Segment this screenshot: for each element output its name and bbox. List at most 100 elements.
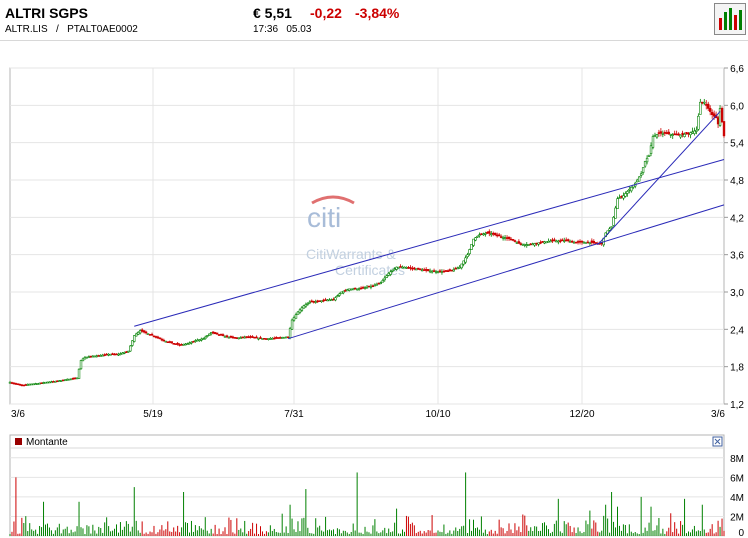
- candle-body: [618, 197, 621, 199]
- candle-body: [687, 132, 690, 135]
- candle-body: [288, 328, 292, 338]
- candle-body: [466, 254, 469, 258]
- candle-body: [265, 338, 268, 340]
- candle-body: [48, 381, 51, 384]
- candle-body: [186, 343, 189, 345]
- last-price: € 5,51: [253, 5, 292, 21]
- candle-body: [231, 336, 235, 339]
- chart-type-button[interactable]: [714, 3, 746, 35]
- candle-body: [320, 300, 323, 303]
- candle-body: [397, 266, 400, 269]
- candle-body: [462, 260, 465, 265]
- volume-close-button[interactable]: [712, 436, 723, 447]
- candle-body: [253, 336, 256, 339]
- close-icon[interactable]: [714, 438, 721, 445]
- candle-body: [65, 379, 69, 381]
- candle-body: [290, 319, 294, 330]
- candle-body: [359, 287, 363, 290]
- candle-body: [223, 336, 227, 338]
- watermark-line1: CitiWarrants &: [306, 246, 396, 262]
- candle-body: [365, 286, 369, 289]
- candle-body: [188, 342, 191, 345]
- candle-body: [659, 131, 663, 134]
- quote-time: 17:36 05.03: [253, 24, 311, 35]
- candle-body: [691, 131, 694, 134]
- candle-body: [332, 298, 335, 301]
- candle-body: [549, 240, 552, 243]
- candle-body: [519, 243, 523, 245]
- candle-body: [505, 237, 509, 239]
- candle-body: [77, 368, 81, 379]
- candle-body: [60, 380, 63, 382]
- candle-body: [170, 341, 173, 344]
- candle-body: [56, 380, 59, 383]
- candle-body: [133, 335, 136, 342]
- candle-body: [263, 338, 266, 340]
- candle-body: [208, 333, 211, 336]
- instrument-codes: ALTR.LIS / PTALT0AE0002: [5, 24, 138, 35]
- candle-body: [667, 131, 670, 135]
- candle-body: [237, 337, 240, 340]
- candle-body: [490, 233, 493, 236]
- candle-body: [176, 342, 179, 345]
- candle-body: [565, 239, 568, 242]
- candle-body: [722, 121, 726, 137]
- candle-body: [432, 270, 436, 272]
- candle-body: [413, 267, 416, 270]
- candle-body: [251, 336, 254, 338]
- candle-body: [235, 337, 239, 339]
- candle-body: [348, 288, 351, 291]
- candle-body: [371, 285, 375, 288]
- candle-body: [399, 266, 402, 268]
- candle-body: [144, 331, 148, 334]
- candle-body: [10, 382, 14, 384]
- candle-body: [229, 335, 233, 338]
- candle-body: [101, 354, 104, 357]
- candle-body: [346, 289, 349, 292]
- price-y-tick-label: 3,0: [730, 288, 744, 299]
- candle-body: [62, 379, 65, 382]
- quote-date: 05.03: [286, 24, 312, 35]
- candle-body: [202, 338, 205, 340]
- candle-body: [271, 337, 274, 340]
- candle-body: [367, 285, 371, 288]
- candle-body: [44, 381, 47, 384]
- candle-body: [541, 240, 544, 243]
- candle-body: [178, 344, 181, 346]
- candle-body: [148, 334, 152, 336]
- candle-body: [277, 337, 280, 339]
- candle-body: [215, 332, 219, 335]
- candle-body: [460, 263, 463, 269]
- candle-body: [213, 332, 217, 334]
- candle-body: [97, 355, 100, 357]
- candle-body: [385, 275, 388, 278]
- candle-body: [636, 179, 639, 183]
- candle-body: [424, 269, 428, 271]
- candle-body: [192, 341, 195, 343]
- candle-body: [91, 355, 95, 358]
- candle-body: [484, 233, 487, 235]
- candle-body: [95, 355, 98, 358]
- candle-body: [592, 240, 596, 244]
- price-y-tick-label: 3,6: [730, 251, 744, 262]
- candle-body: [720, 108, 724, 123]
- candle-body: [342, 290, 345, 294]
- candle-body: [450, 269, 454, 272]
- volume-y-tick-label: 4M: [730, 493, 744, 504]
- candle-body: [69, 378, 73, 381]
- volume-y-tick-label: 8M: [730, 454, 744, 465]
- price-y-axis: 6,6 6,0 5,4 4,8 4,2 3,6 3,0 2,4 1,8 1,2: [724, 64, 744, 411]
- candlesticks: [8, 98, 726, 387]
- candle-body: [661, 133, 665, 135]
- candle-body: [174, 343, 177, 345]
- price-x-tick-label: 5/19: [143, 409, 163, 420]
- candle-body: [8, 381, 12, 384]
- candle-body: [645, 157, 649, 163]
- volume-y-tick-label: 2M: [730, 512, 744, 523]
- candle-body: [446, 270, 450, 272]
- price-chart: citi CitiWarrants & Certificates 6,66,05…: [8, 64, 744, 420]
- candle-body: [373, 284, 377, 287]
- candle-body: [515, 242, 519, 244]
- candle-body: [32, 383, 35, 386]
- candle-body: [582, 241, 586, 244]
